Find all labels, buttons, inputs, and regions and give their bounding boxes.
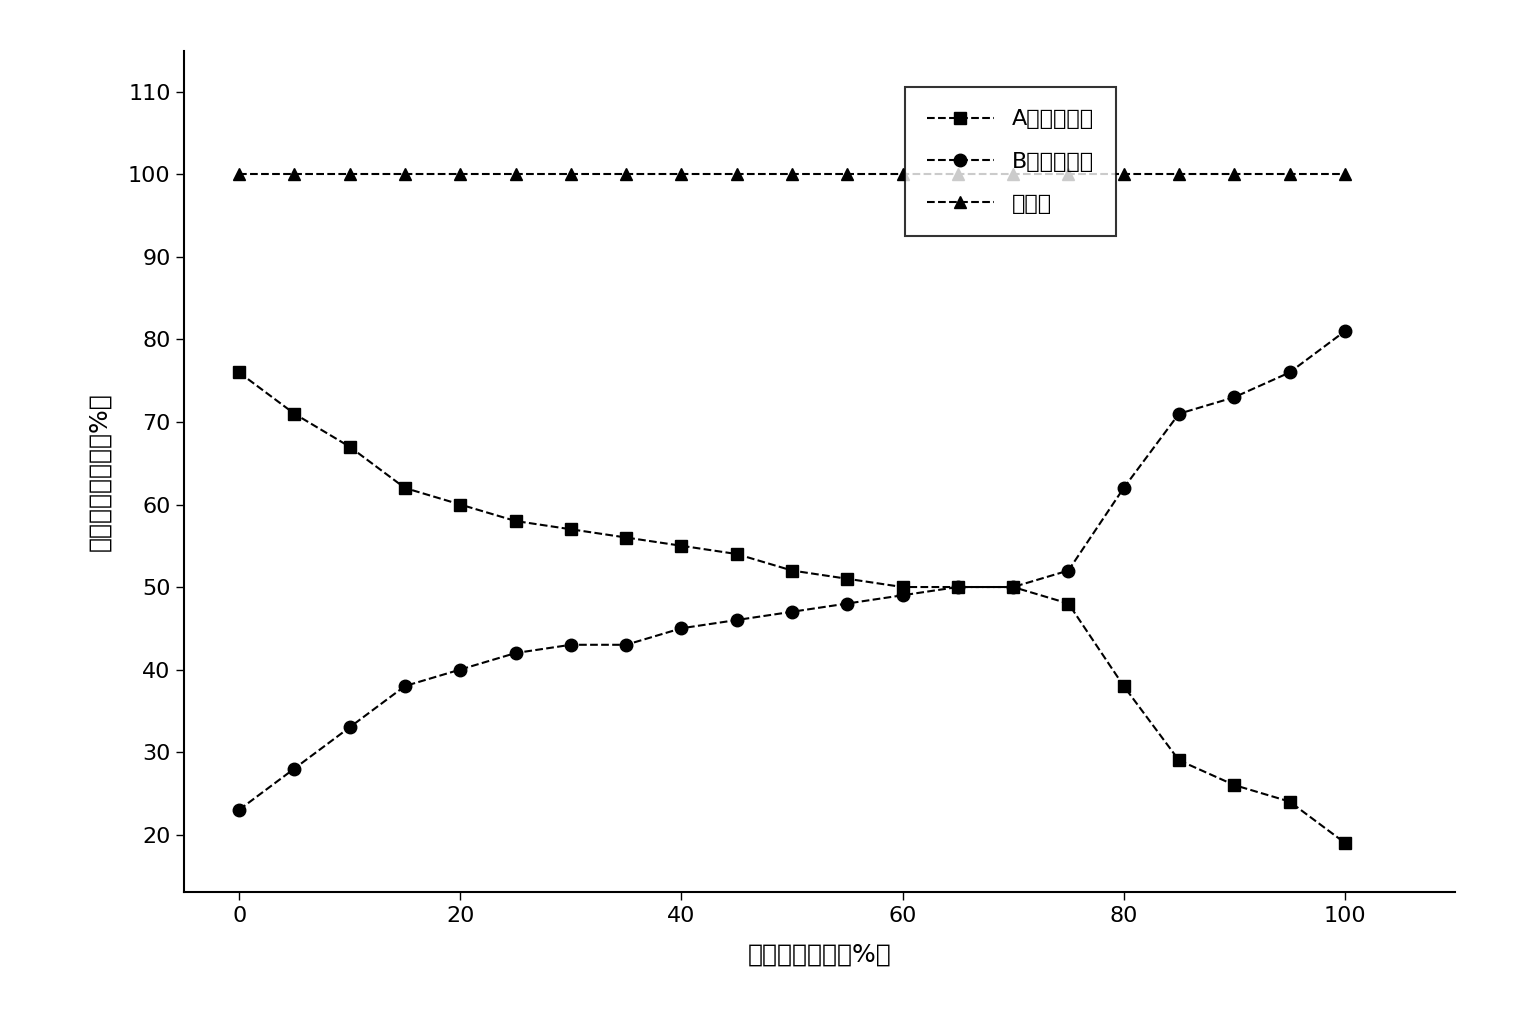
总电流 [673,168,691,180]
A电池的电流 [1003,581,1022,593]
B电池的电流 [230,804,248,816]
Y-axis label: 放电电流百分比（%）: 放电电流百分比（%） [87,392,112,551]
B电池的电流 [1226,391,1244,404]
B电池的电流 [507,647,525,659]
A电池的电流 [893,581,912,593]
A电池的电流 [450,499,469,511]
A电池的电流 [1336,837,1354,849]
B电池的电流 [450,663,469,675]
总电流 [838,168,856,180]
总电流 [562,168,581,180]
A电池的电流 [507,515,525,527]
B电池的电流 [893,589,912,601]
B电池的电流 [1281,366,1299,378]
总电流 [450,168,469,180]
B电池的电流 [1336,325,1354,338]
A电池的电流 [783,565,801,577]
A电池的电流 [1281,795,1299,807]
A电池的电流 [230,366,248,378]
总电流 [893,168,912,180]
A电池的电流 [838,573,856,585]
总电流 [1114,168,1132,180]
A电池的电流 [617,531,636,544]
总电流 [340,168,358,180]
B电池的电流 [1059,565,1077,577]
B电池的电流 [728,613,746,626]
总电流 [617,168,636,180]
B电池的电流 [838,597,856,609]
B电池的电流 [340,721,358,733]
B电池的电流 [948,581,967,593]
总电流 [1170,168,1189,180]
A电池的电流 [562,523,581,535]
A电池的电流 [1059,597,1077,609]
B电池的电流 [673,623,691,635]
A电池的电流 [1114,680,1132,693]
A电池的电流 [948,581,967,593]
总电流 [1281,168,1299,180]
总电流 [1226,168,1244,180]
总电流 [783,168,801,180]
A电池的电流 [673,539,691,552]
A电池的电流 [1226,779,1244,791]
总电流 [1336,168,1354,180]
A电池的电流 [395,482,414,494]
总电流 [1059,168,1077,180]
总电流 [230,168,248,180]
A电池的电流 [1170,754,1189,767]
Line: B电池的电流: B电池的电流 [233,325,1351,816]
B电池的电流 [1114,482,1132,494]
总电流 [285,168,303,180]
总电流 [395,168,414,180]
A电池的电流 [728,548,746,560]
B电池的电流 [562,639,581,651]
A电池的电流 [340,441,358,453]
总电流 [728,168,746,180]
Line: 总电流: 总电流 [233,168,1351,180]
B电池的电流 [783,605,801,618]
A电池的电流 [285,408,303,420]
Legend: A电池的电流, B电池的电流, 总电流: A电池的电流, B电池的电流, 总电流 [905,87,1115,236]
Line: A电池的电流: A电池的电流 [233,366,1351,849]
总电流 [948,168,967,180]
X-axis label: 放电时间进度（%）: 放电时间进度（%） [748,942,892,966]
B电池的电流 [285,763,303,775]
总电流 [507,168,525,180]
B电池的电流 [617,639,636,651]
B电池的电流 [1003,581,1022,593]
B电池的电流 [1170,408,1189,420]
B电池的电流 [395,680,414,693]
总电流 [1003,168,1022,180]
